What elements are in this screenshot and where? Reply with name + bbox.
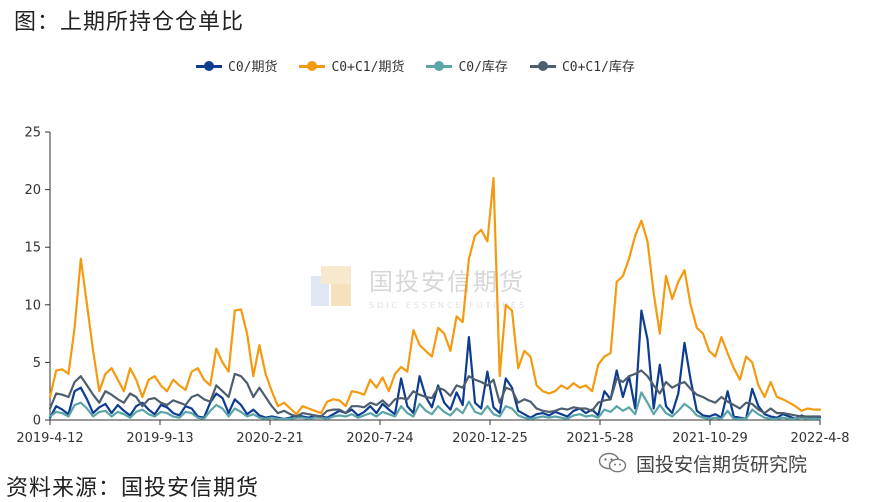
x-tick-label: 2020-12-25 — [452, 431, 528, 446]
wechat-icon — [598, 452, 627, 473]
y-tick-label: 15 — [24, 241, 41, 256]
legend-swatch — [529, 60, 556, 71]
y-tick-label: 25 — [24, 126, 41, 141]
chart-legend: C0/期货 C0+C1/期货 C0/库存 C0+C1/库存 — [196, 56, 635, 75]
wechat-badge: 国投安信期货研究院 — [598, 448, 807, 478]
legend-swatch — [299, 60, 326, 71]
legend-item-c0c1-inventory[interactable]: C0+C1/库存 — [529, 56, 635, 75]
legend-swatch — [196, 60, 222, 71]
x-tick-label: 2022-4-8 — [790, 431, 849, 446]
legend-label: C0/库存 — [458, 60, 508, 75]
series-line-2 — [48, 391, 822, 420]
y-tick-label: 5 — [33, 356, 41, 371]
legend-item-c0-inventory[interactable]: C0/库存 — [426, 56, 508, 75]
legend-item-c0c1-futures[interactable]: C0+C1/期货 — [299, 56, 404, 75]
y-tick-label: 0 — [33, 414, 41, 429]
legend-swatch — [426, 60, 453, 71]
x-tick-label: 2021-5-28 — [566, 431, 633, 446]
series-line-0 — [48, 309, 822, 420]
chart-axes: 0 5 10 15 20 25 2019-4-12 2019-9-13 2020-2-21 202… — [16, 126, 849, 447]
series-line-1 — [48, 177, 822, 416]
wechat-label: 国投安信期货研究院 — [636, 453, 808, 476]
legend-label: C0+C1/库存 — [561, 60, 635, 75]
x-tick-label: 2021-10-29 — [672, 431, 748, 446]
page-title: 图：上期所持仓仓单比 — [14, 10, 245, 35]
series-line-3 — [48, 369, 822, 418]
x-tick-label: 2020-7-24 — [346, 431, 413, 446]
legend-label: C0/期货 — [228, 60, 278, 75]
watermark-subtext: SDIC ESSENCE FUTURES — [369, 301, 528, 310]
x-tick-label: 2019-4-12 — [16, 431, 83, 446]
legend-label: C0+C1/期货 — [331, 60, 405, 75]
legend-item-c0-futures[interactable]: C0/期货 — [196, 56, 277, 75]
y-tick-label: 10 — [24, 298, 41, 313]
x-tick-label: 2019-9-13 — [126, 431, 193, 446]
x-tick-label: 2020-2-21 — [236, 431, 303, 446]
source-note: 资料来源：国投安信期货 — [6, 476, 260, 501]
watermark-logo — [311, 266, 351, 306]
y-tick-label: 20 — [24, 183, 41, 198]
chart-series — [48, 177, 822, 420]
